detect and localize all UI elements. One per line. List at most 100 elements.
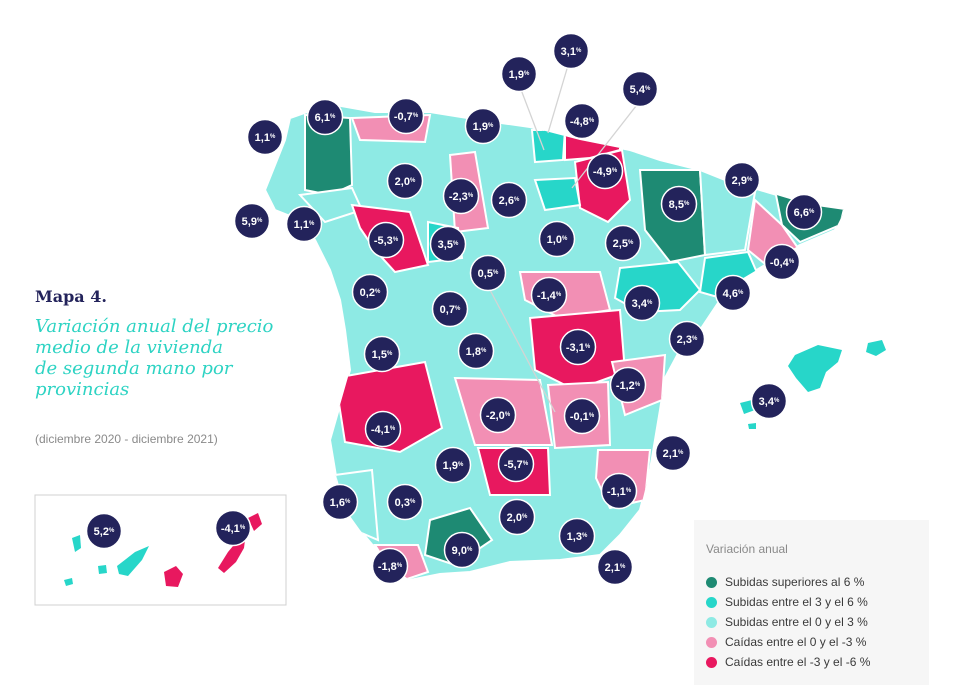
badge-percent: % xyxy=(523,461,529,467)
badge-percent: % xyxy=(589,118,595,124)
badge-circle xyxy=(654,434,692,472)
badge-circle xyxy=(214,509,252,547)
badge-percent: % xyxy=(455,306,461,312)
badge-percent: % xyxy=(330,114,336,120)
badge-circle xyxy=(714,274,752,312)
badge-value: -5,7% xyxy=(504,459,529,471)
value-badge: -0,7% xyxy=(387,97,425,135)
badge-percent: % xyxy=(612,168,618,174)
value-badge: 5,9% xyxy=(233,202,271,240)
value-badge: 2,5% xyxy=(604,224,642,262)
badge-circle xyxy=(429,225,467,263)
value-badge: -5,7% xyxy=(497,445,535,483)
lanzarote-island xyxy=(248,513,262,531)
legend-item: Caídas entre el 0 y el -3 % xyxy=(706,635,866,649)
badge-value: -1,8% xyxy=(378,561,403,573)
badge-circle xyxy=(371,547,409,585)
badge-circle xyxy=(604,224,642,262)
badge-circle xyxy=(623,284,661,322)
badge-percent: % xyxy=(410,178,416,184)
badge-circle xyxy=(498,498,536,536)
value-badge: 0,3% xyxy=(386,483,424,521)
legend-label: Subidas entre el 0 y el 3 % xyxy=(725,615,868,629)
badge-circle xyxy=(490,181,528,219)
badge-percent: % xyxy=(789,259,795,265)
value-badge: -1,8% xyxy=(371,547,409,585)
legend-label: Subidas entre el 3 y el 6 % xyxy=(725,595,868,609)
badge-value: -1,2% xyxy=(616,380,641,392)
value-badge: 1,9% xyxy=(464,107,502,145)
badge-circle xyxy=(434,446,472,484)
badge-percent: % xyxy=(809,209,815,215)
badge-percent: % xyxy=(585,344,591,350)
badge-circle xyxy=(497,445,535,483)
elhierro-island xyxy=(64,578,73,586)
value-badges: 6,1% -0,7% 1,1% 1,9% 3,1% 1,9% 5,4% -4,8% 2,0% -2… xyxy=(85,32,823,586)
badge-value: -4,1% xyxy=(221,523,246,535)
badge-percent: % xyxy=(393,237,399,243)
badge-value: -4,8% xyxy=(570,116,595,128)
badge-circle xyxy=(443,531,481,569)
badge-percent: % xyxy=(645,86,651,92)
badge-percent: % xyxy=(514,197,520,203)
legend-swatch xyxy=(706,616,717,628)
badge-percent: % xyxy=(375,289,381,295)
tenerife-island xyxy=(117,546,149,576)
gomera-island xyxy=(98,565,107,574)
badge-percent: % xyxy=(524,71,530,77)
badge-circle xyxy=(457,332,495,370)
value-badge: 0,7% xyxy=(431,290,469,328)
badge-circle xyxy=(750,382,788,420)
date-range-subtitle: (diciembre 2020 - diciembre 2021) xyxy=(35,432,218,446)
lapalma-island xyxy=(72,535,81,552)
title-line: de segunda mano por xyxy=(35,358,233,379)
value-badge: -3,1% xyxy=(559,328,597,366)
badge-circle xyxy=(723,161,761,199)
badge-percent: % xyxy=(626,488,632,494)
badge-circle xyxy=(530,276,568,314)
formentera-island xyxy=(748,423,756,429)
value-badge: 1,9% xyxy=(500,55,538,93)
badge-circle xyxy=(552,32,590,70)
badge-percent: % xyxy=(774,398,780,404)
value-badge: 8,5% xyxy=(660,185,698,223)
badge-percent: % xyxy=(738,290,744,296)
badge-value: -4,1% xyxy=(371,424,396,436)
badge-percent: % xyxy=(589,413,595,419)
badge-percent: % xyxy=(505,412,511,418)
badge-percent: % xyxy=(582,533,588,539)
map-number-label: Mapa 4. xyxy=(35,287,107,306)
value-badge: 5,2% xyxy=(85,512,123,550)
badge-percent: % xyxy=(684,201,690,207)
badge-circle xyxy=(321,483,359,521)
badge-percent: % xyxy=(620,564,626,570)
badge-percent: % xyxy=(453,241,459,247)
badge-circle xyxy=(660,185,698,223)
legend-label: Caídas entre el 0 y el -3 % xyxy=(725,635,867,649)
value-badge: 1,5% xyxy=(363,335,401,373)
value-badge: -0,1% xyxy=(563,397,601,435)
badge-percent: % xyxy=(747,177,753,183)
badge-value: -2,0% xyxy=(486,410,511,422)
badge-circle xyxy=(386,483,424,521)
menorca-island xyxy=(866,340,886,356)
value-badge: -4,9% xyxy=(586,152,624,190)
badge-circle xyxy=(363,335,401,373)
value-badge: -4,1% xyxy=(214,509,252,547)
badge-percent: % xyxy=(576,48,582,54)
badge-percent: % xyxy=(240,525,246,531)
legend-title: Variación anual xyxy=(706,542,788,556)
badge-percent: % xyxy=(387,351,393,357)
badge-circle xyxy=(351,273,389,311)
badge-percent: % xyxy=(678,450,684,456)
badge-percent: % xyxy=(345,499,351,505)
badge-percent: % xyxy=(635,382,641,388)
badge-circle xyxy=(246,118,284,156)
badge-value: -0,4% xyxy=(770,257,795,269)
value-badge: -4,8% xyxy=(563,102,601,140)
value-badge: -1,1% xyxy=(600,472,638,510)
legend-swatch xyxy=(706,576,717,588)
value-badge: 3,5% xyxy=(429,225,467,263)
badge-percent: % xyxy=(467,547,473,553)
